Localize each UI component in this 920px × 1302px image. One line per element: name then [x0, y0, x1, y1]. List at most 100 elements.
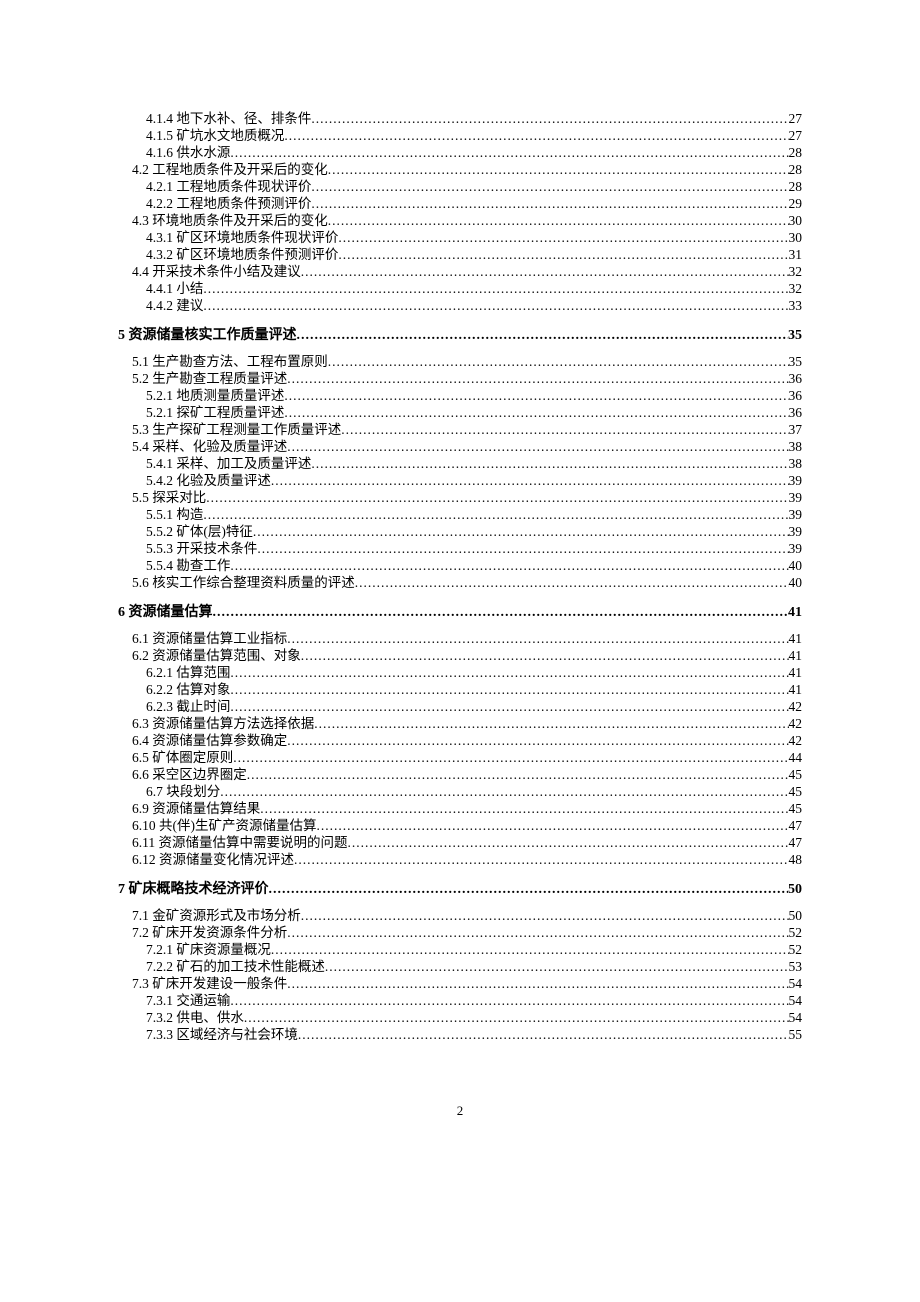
- toc-entry-label: 6.12 资源储量变化情况评述: [132, 851, 294, 868]
- toc-entry-page: 35: [789, 353, 803, 370]
- toc-entry-page: 54: [789, 975, 803, 992]
- toc-entry: 7.3 矿床开发建设一般条件54: [118, 975, 802, 992]
- toc-entry: 5.4 采样、化验及质量评述38: [118, 438, 802, 455]
- toc-entry-label: 4.4 开采技术条件小结及建议: [132, 263, 301, 280]
- toc-entry-page: 39: [789, 523, 803, 540]
- toc-entry-page: 55: [789, 1026, 803, 1043]
- toc-entry: 6.7 块段划分45: [118, 783, 802, 800]
- toc-entry: 6.12 资源储量变化情况评述 48: [118, 851, 802, 868]
- toc-entry-page: 37: [789, 421, 803, 438]
- toc-entry-page: 38: [789, 455, 803, 472]
- toc-entry-label: 5.5.1 构造: [146, 506, 203, 523]
- toc-entry-label: 4.3.2 矿区环境地质条件预测评价: [146, 246, 338, 263]
- toc-dots: [314, 715, 788, 732]
- toc-entry-label: 5.5.3 开采技术条件: [146, 540, 257, 557]
- toc-entry: 5.3 生产探矿工程测量工作质量评述37: [118, 421, 802, 438]
- toc-entry-label: 7.2 矿床开发资源条件分析: [132, 924, 287, 941]
- toc-entry-label: 6.11 资源储量估算中需要说明的问题: [132, 834, 348, 851]
- toc-entry: 4.4.1 小结32: [118, 280, 802, 297]
- toc-entry: 4.4.2 建议 33: [118, 297, 802, 314]
- toc-entry-page: 41: [789, 681, 803, 698]
- toc-entry-label: 4.4.2 建议: [146, 297, 203, 314]
- toc-entry-label: 7.3.1 交通运输: [146, 992, 230, 1009]
- toc-entry-label: 4.1.5 矿坑水文地质概况: [146, 127, 284, 144]
- toc-entry-label: 6 资源储量估算: [118, 601, 213, 624]
- toc-entry-page: 47: [789, 817, 803, 834]
- toc-dots: [325, 958, 789, 975]
- toc-entry-page: 35: [788, 324, 802, 347]
- toc-entry: 4.4 开采技术条件小结及建议 32: [118, 263, 802, 280]
- toc-entry-page: 45: [789, 800, 803, 817]
- toc-entry: 4.1.5 矿坑水文地质概况27: [118, 127, 802, 144]
- toc-entry-page: 48: [789, 851, 803, 868]
- toc-entry-label: 4.3 环境地质条件及开采后的变化: [132, 212, 328, 229]
- toc-dots: [298, 1026, 789, 1043]
- toc-dots: [328, 161, 789, 178]
- toc-dots: [230, 144, 788, 161]
- toc-entry-page: 42: [789, 732, 803, 749]
- toc-entry: 7.2.1 矿床资源量概况52: [118, 941, 802, 958]
- toc-dots: [294, 851, 789, 868]
- page-number: 2: [118, 1103, 802, 1119]
- toc-entry-label: 6.4 资源储量估算参数确定: [132, 732, 287, 749]
- toc-dots: [287, 630, 788, 647]
- toc-entry: 6.6 采空区边界圈定45: [118, 766, 802, 783]
- toc-dots: [287, 732, 788, 749]
- toc-entry-page: 39: [789, 540, 803, 557]
- toc-entry-page: 36: [789, 387, 803, 404]
- toc-entry-page: 30: [789, 212, 803, 229]
- toc-dots: [317, 817, 789, 834]
- toc-entry-label: 5.6 核实工作综合整理资料质量的评述: [132, 574, 355, 591]
- toc-entry-label: 6.10 共(伴)生矿产资源储量估算: [132, 817, 317, 834]
- toc-entry-label: 5.5 探采对比: [132, 489, 206, 506]
- toc-entry: 4.1.4 地下水补、径、排条件27: [118, 110, 802, 127]
- toc-dots: [287, 370, 788, 387]
- toc-dots: [348, 834, 789, 851]
- toc-entry-label: 4.4.1 小结: [146, 280, 203, 297]
- toc-entry: 4.3 环境地质条件及开采后的变化 30: [118, 212, 802, 229]
- toc-entry-label: 4.2.1 工程地质条件现状评价: [146, 178, 311, 195]
- toc-entry-label: 5.4.1 采样、加工及质量评述: [146, 455, 311, 472]
- toc-entry: 6.1 资源储量估算工业指标41: [118, 630, 802, 647]
- toc-entry-page: 31: [789, 246, 803, 263]
- toc-dots: [260, 800, 788, 817]
- toc-entry-label: 4.2.2 工程地质条件预测评价: [146, 195, 311, 212]
- toc-entry: 5.6 核实工作综合整理资料质量的评述 40: [118, 574, 802, 591]
- toc-entry: 5.5 探采对比39: [118, 489, 802, 506]
- toc-entry-page: 47: [789, 834, 803, 851]
- toc-entry: 4.3.1 矿区环境地质条件现状评价30: [118, 229, 802, 246]
- toc-dots: [253, 523, 789, 540]
- toc-entry-page: 40: [789, 574, 803, 591]
- toc-entry: 6.2.3 截止时间42: [118, 698, 802, 715]
- toc-entry: 5.4.1 采样、加工及质量评述 38: [118, 455, 802, 472]
- toc-entry-page: 41: [789, 664, 803, 681]
- toc-entry-page: 38: [789, 438, 803, 455]
- toc-dots: [203, 297, 788, 314]
- toc-dots: [230, 698, 788, 715]
- toc-dots: [269, 878, 789, 901]
- toc-dots: [284, 387, 788, 404]
- toc-entry-page: 28: [789, 144, 803, 161]
- toc-dots: [311, 195, 788, 212]
- toc-dots: [247, 766, 789, 783]
- toc-entry: 6 资源储量估算41: [118, 601, 802, 624]
- toc-entry: 7.3.1 交通运输54: [118, 992, 802, 1009]
- toc-dots: [230, 992, 788, 1009]
- toc-entry-page: 29: [789, 195, 803, 212]
- toc-entry-page: 33: [789, 297, 803, 314]
- toc-entry-page: 39: [789, 506, 803, 523]
- toc-entry: 6.9 资源储量估算结果45: [118, 800, 802, 817]
- toc-entry-page: 42: [789, 698, 803, 715]
- toc-entry-page: 32: [789, 263, 803, 280]
- toc-entry: 7.3.3 区域经济与社会环境55: [118, 1026, 802, 1043]
- toc-entry-label: 6.1 资源储量估算工业指标: [132, 630, 287, 647]
- toc-entry-label: 4.1.6 供水水源: [146, 144, 230, 161]
- toc-entry-page: 45: [789, 783, 803, 800]
- toc-entry: 6.4 资源储量估算参数确定 42: [118, 732, 802, 749]
- toc-entry-page: 30: [789, 229, 803, 246]
- toc-dots: [220, 783, 788, 800]
- toc-entry-page: 54: [789, 1009, 803, 1026]
- toc-entry-page: 41: [789, 647, 803, 664]
- toc-dots: [311, 110, 788, 127]
- toc-entry-page: 39: [789, 472, 803, 489]
